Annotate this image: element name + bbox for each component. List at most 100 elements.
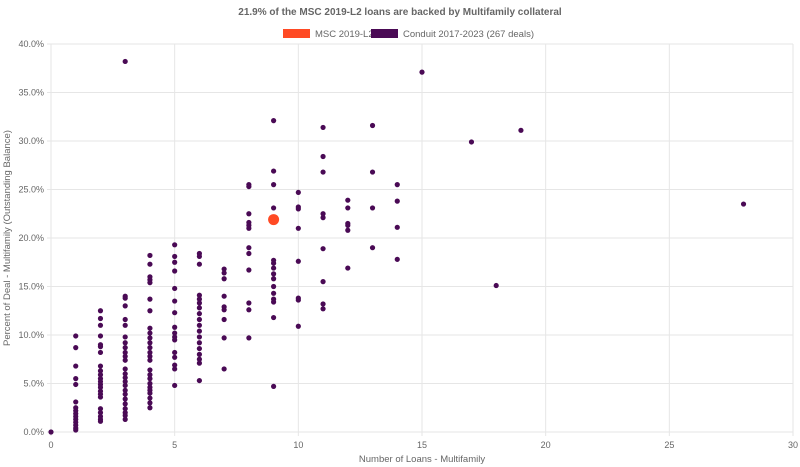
point-conduit-deal[interactable] (97, 344, 104, 350)
legend-label-conduit[interactable]: Conduit 2017-2023 (267 deals) (403, 29, 534, 40)
point-conduit-deal[interactable] (122, 382, 128, 389)
point-conduit-deal[interactable] (147, 357, 153, 363)
point-conduit-deal[interactable] (147, 308, 153, 314)
point-conduit-deal[interactable] (147, 335, 153, 341)
point-conduit-deal[interactable] (271, 205, 277, 211)
point-conduit-deal[interactable] (196, 328, 202, 334)
point-conduit-deal[interactable] (122, 357, 128, 363)
point-conduit-deal[interactable] (196, 356, 202, 362)
point-conduit-deal[interactable] (147, 345, 153, 351)
point-conduit-deal[interactable] (196, 292, 202, 298)
point-conduit-deal[interactable] (271, 182, 277, 188)
point-conduit-deal[interactable] (147, 280, 153, 286)
point-conduit-deal[interactable] (271, 265, 277, 271)
point-conduit-deal[interactable] (172, 298, 178, 304)
point-conduit-deal[interactable] (345, 205, 351, 211)
point-conduit-deal[interactable] (196, 261, 202, 267)
point-conduit-deal[interactable] (172, 242, 178, 248)
point-conduit-deal[interactable] (147, 261, 153, 267)
point-conduit-deal[interactable] (271, 290, 277, 296)
point-conduit-deal[interactable] (295, 258, 301, 264)
point-conduit-deal[interactable] (122, 387, 128, 393)
point-conduit-deal[interactable] (122, 391, 128, 397)
point-conduit-deal[interactable] (97, 333, 104, 339)
point-conduit-deal[interactable] (196, 360, 202, 366)
point-conduit-deal[interactable] (196, 377, 202, 384)
point-conduit-deal[interactable] (172, 324, 178, 330)
point-conduit-deal[interactable] (320, 246, 326, 252)
point-conduit-deal[interactable] (246, 307, 252, 313)
point-conduit-deal[interactable] (147, 395, 153, 401)
point-conduit-deal[interactable] (97, 322, 104, 328)
point-conduit-deal[interactable] (271, 271, 277, 277)
point-conduit-deal[interactable] (271, 314, 277, 321)
point-conduit-deal[interactable] (394, 256, 400, 262)
point-conduit-deal[interactable] (295, 206, 301, 212)
point-conduit-deal[interactable] (246, 250, 252, 257)
point-conduit-deal[interactable] (147, 349, 153, 356)
point-conduit-deal[interactable] (369, 169, 376, 175)
point-conduit-deal[interactable] (172, 310, 178, 316)
point-conduit-deal[interactable] (122, 366, 128, 372)
point-conduit-deal[interactable] (295, 225, 301, 231)
point-conduit-deal[interactable] (73, 333, 79, 339)
point-conduit-deal[interactable] (122, 412, 128, 419)
point-conduit-deal[interactable] (172, 268, 178, 274)
point-conduit-deal[interactable] (196, 334, 202, 340)
point-conduit-deal[interactable] (97, 384, 104, 390)
point-conduit-deal[interactable] (97, 368, 104, 374)
point-conduit-deal[interactable] (122, 396, 128, 402)
point-conduit-deal[interactable] (196, 253, 202, 260)
point-conduit-deal[interactable] (320, 215, 326, 221)
point-conduit-deal[interactable] (172, 330, 178, 336)
point-conduit-deal[interactable] (246, 267, 252, 273)
point-conduit-deal[interactable] (122, 406, 128, 412)
point-conduit-deal[interactable] (97, 372, 104, 378)
point-conduit-deal[interactable] (147, 340, 153, 346)
point-conduit-deal[interactable] (122, 401, 128, 407)
point-conduit-deal[interactable] (320, 306, 326, 312)
point-conduit-deal[interactable] (172, 354, 178, 360)
point-conduit-deal[interactable] (97, 349, 104, 356)
point-conduit-deal[interactable] (48, 429, 54, 435)
point-conduit-deal[interactable] (122, 340, 128, 346)
point-conduit-deal[interactable] (97, 308, 104, 314)
point-conduit-deal[interactable] (147, 400, 153, 406)
point-conduit-deal[interactable] (320, 169, 326, 175)
point-conduit-deal[interactable] (172, 253, 178, 260)
point-conduit-deal[interactable] (221, 335, 227, 341)
point-conduit-deal[interactable] (172, 362, 178, 368)
point-conduit-deal[interactable] (246, 225, 252, 231)
point-conduit-deal[interactable] (246, 211, 252, 217)
point-conduit-deal[interactable] (122, 322, 128, 328)
point-conduit-deal[interactable] (122, 378, 128, 385)
point-conduit-deal[interactable] (221, 293, 227, 299)
point-conduit-deal[interactable] (221, 270, 227, 276)
point-conduit-deal[interactable] (172, 366, 178, 372)
point-conduit-deal[interactable] (147, 405, 153, 411)
point-conduit-deal[interactable] (147, 252, 153, 259)
point-conduit-deal[interactable] (172, 259, 178, 265)
point-conduit-deal[interactable] (73, 363, 79, 369)
point-conduit-deal[interactable] (271, 283, 277, 290)
point-conduit-deal[interactable] (122, 295, 128, 301)
point-conduit-deal[interactable] (122, 345, 128, 351)
point-conduit-deal[interactable] (147, 376, 153, 382)
point-msc-2019-l2[interactable] (268, 214, 280, 226)
point-conduit-deal[interactable] (122, 371, 128, 377)
point-conduit-deal[interactable] (73, 381, 79, 388)
point-conduit-deal[interactable] (221, 266, 227, 272)
point-conduit-deal[interactable] (172, 382, 178, 389)
point-conduit-deal[interactable] (271, 276, 277, 282)
point-conduit-deal[interactable] (97, 315, 104, 322)
point-conduit-deal[interactable] (122, 353, 128, 359)
point-conduit-deal[interactable] (122, 316, 128, 323)
point-conduit-deal[interactable] (122, 334, 128, 340)
point-conduit-deal[interactable] (295, 189, 301, 196)
point-conduit-deal[interactable] (419, 69, 425, 75)
point-conduit-deal[interactable] (147, 353, 153, 359)
point-conduit-deal[interactable] (97, 410, 104, 416)
point-conduit-deal[interactable] (295, 323, 301, 329)
point-conduit-deal[interactable] (196, 340, 202, 346)
point-conduit-deal[interactable] (196, 316, 202, 323)
